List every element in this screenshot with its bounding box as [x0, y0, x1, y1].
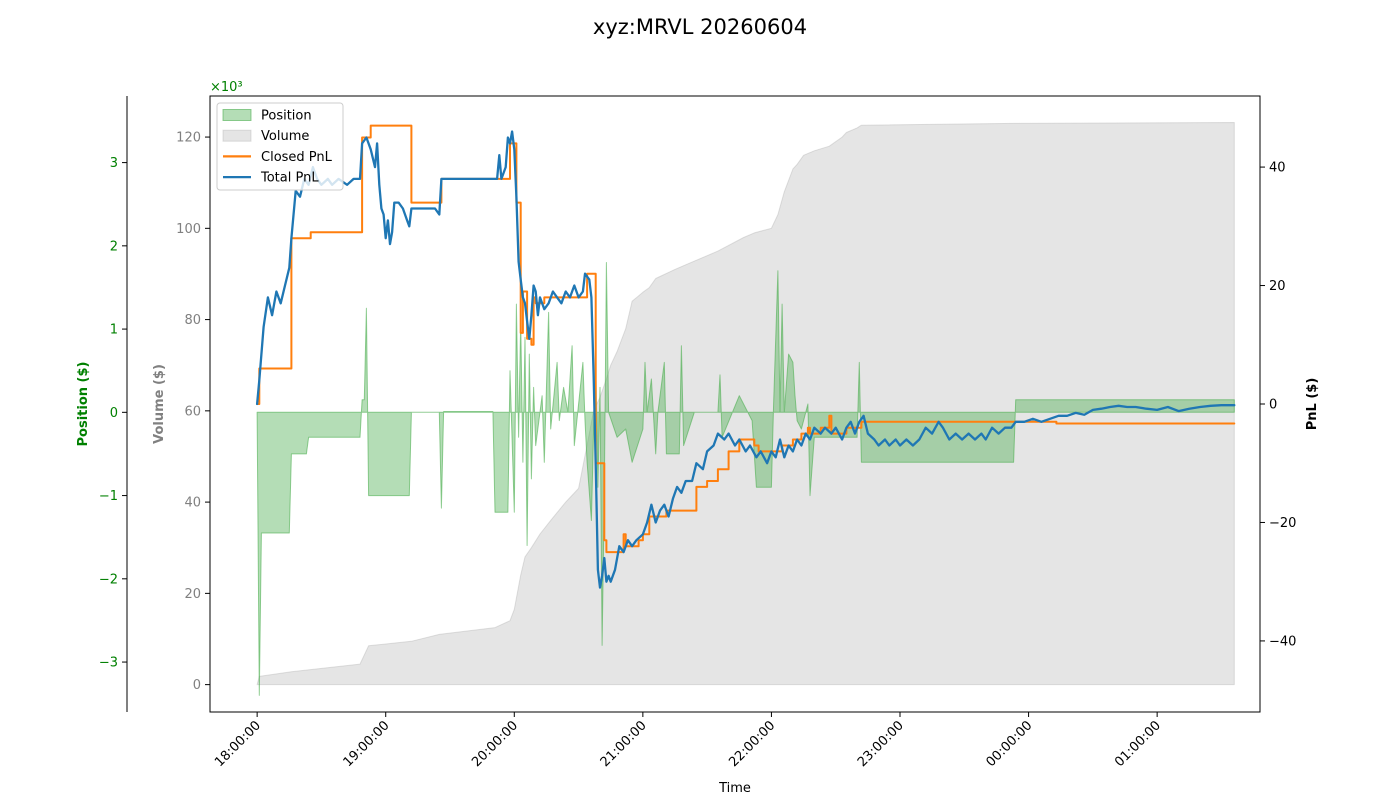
time-axis-tick-label: 01:00:00 [1112, 718, 1164, 770]
time-axis-tick-label: 23:00:00 [855, 718, 907, 770]
volume-axis-tick-label: 120 [176, 131, 201, 146]
time-axis-tick-label: 19:00:00 [341, 718, 393, 770]
total-pnl-line [255, 130, 1236, 589]
position-axis-tick-label: 0 [110, 406, 118, 421]
time-axis: 18:00:00 19:00:00 20:00:00 21:00:00 22:00:00… [212, 712, 1164, 770]
legend-label-position: Position [261, 109, 312, 124]
position-axis-label: Position ($) [76, 362, 91, 447]
position-axis-tick-label: −2 [99, 572, 118, 587]
position-axis-tick-label: 3 [110, 156, 118, 171]
volume-axis-label: Volume ($) [152, 364, 167, 444]
volume-axis-tick-label: 0 [193, 678, 201, 693]
pnl-axis-tick-label: −40 [1269, 634, 1296, 649]
position-area [256, 262, 1235, 696]
time-axis-tick-label: 22:00:00 [726, 718, 778, 770]
pnl-axis-tick-label: −20 [1269, 516, 1296, 531]
position-axis-multiplier: ×10³ [210, 80, 243, 95]
pnl-axis-tick-label: 0 [1269, 398, 1277, 413]
legend-label-closed-pnl: Closed PnL [261, 150, 333, 165]
legend-box [216, 102, 344, 191]
time-axis-tick-label: 00:00:00 [984, 718, 1036, 770]
pnl-axis: −40 −20 0 20 40 [1260, 161, 1296, 649]
volume-axis-tick-label: 100 [176, 222, 201, 237]
volume-axis: 0 20 40 60 80 100 120 [176, 131, 210, 693]
time-axis-tick-label: 18:00:00 [212, 718, 264, 770]
volume-axis-tick-label: 40 [184, 496, 201, 511]
position-axis-tick-label: 1 [110, 323, 118, 338]
volume-axis-tick-label: 20 [184, 587, 201, 602]
volume-area [256, 122, 1235, 686]
legend-swatch-volume [222, 129, 252, 142]
legend-label-volume: Volume [261, 129, 309, 144]
position-axis-tick-label: −1 [99, 489, 118, 504]
plot-area [255, 122, 1236, 696]
position-axis-tick-label: 2 [110, 239, 118, 254]
volume-axis-tick-label: 80 [184, 313, 201, 328]
position-axis: −3 −2 −1 0 1 2 3 [99, 96, 128, 712]
legend-label-total-pnl: Total PnL [260, 171, 319, 186]
legend: Position Volume Closed PnL Total PnL [216, 102, 344, 191]
pnl-axis-tick-label: 40 [1269, 161, 1286, 176]
time-axis-tick-label: 20:00:00 [469, 718, 521, 770]
position-axis-tick-label: −3 [99, 656, 118, 671]
time-axis-tick-label: 21:00:00 [598, 718, 650, 770]
legend-swatch-position [222, 109, 252, 121]
pnl-axis-tick-label: 20 [1269, 279, 1286, 294]
chart-title: xyz:MRVL 20260604 [593, 15, 807, 39]
volume-axis-tick-label: 60 [184, 404, 201, 419]
pnl-axis-label: PnL ($) [1305, 378, 1320, 431]
x-axis-label: Time [718, 781, 751, 796]
